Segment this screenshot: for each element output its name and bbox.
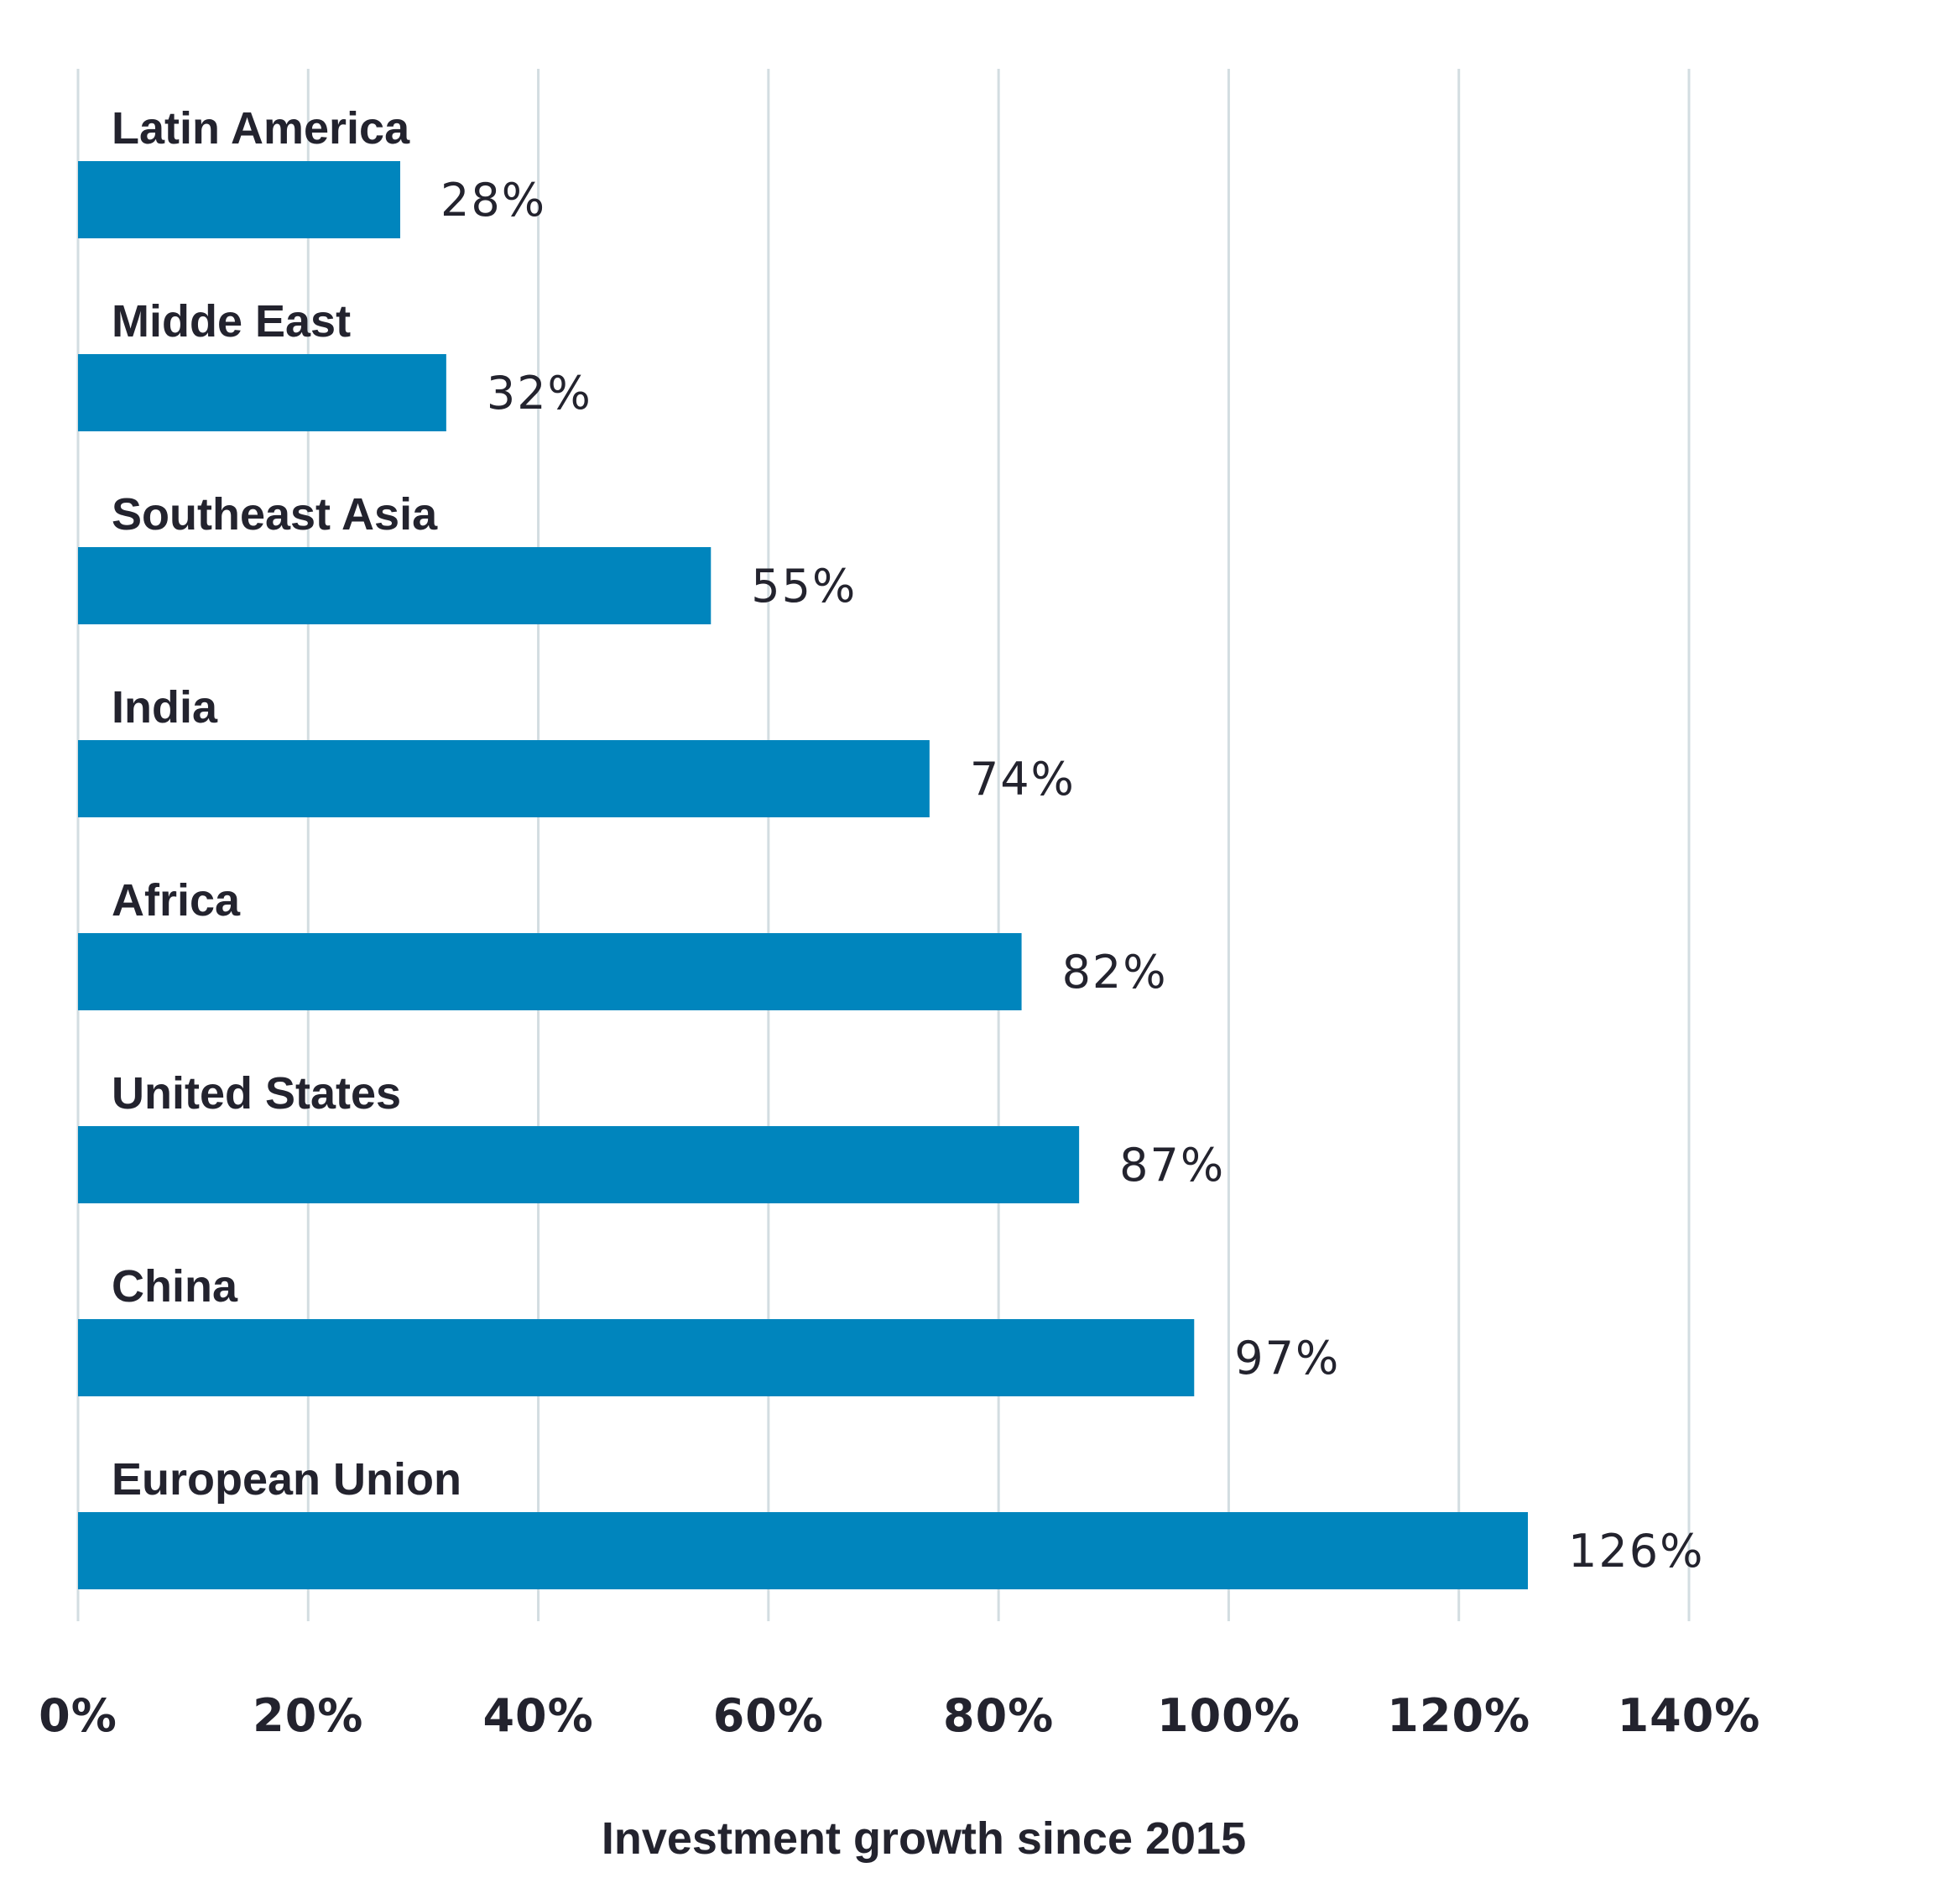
value-label: 126% [1568, 1525, 1704, 1578]
bar [78, 161, 400, 238]
bar [78, 740, 930, 817]
value-labels: 28% 32% 55% 74% 82% 87% 97% 126% [440, 174, 1704, 1578]
x-tick-label: 100% [1157, 1689, 1300, 1742]
value-label: 28% [440, 174, 546, 227]
x-tick-label: 20% [253, 1689, 363, 1742]
category-label: Midde East [112, 296, 351, 347]
category-label: Africa [112, 875, 241, 926]
x-tick-label: 80% [943, 1689, 1054, 1742]
x-tick-label: 40% [482, 1689, 593, 1742]
category-label: China [112, 1261, 238, 1312]
value-label: 97% [1234, 1332, 1340, 1385]
bar [78, 1512, 1528, 1589]
category-label: India [112, 682, 218, 733]
category-label: Southeast Asia [112, 489, 438, 540]
value-label: 74% [970, 753, 1076, 806]
bar [78, 547, 711, 624]
x-axis-title: Investment growth since 2015 [602, 1813, 1246, 1864]
grid-lines [76, 69, 1691, 1621]
value-label: 82% [1062, 946, 1168, 999]
x-tick-label: 140% [1618, 1689, 1761, 1742]
value-label: 87% [1119, 1139, 1225, 1192]
category-label: Latin America [112, 103, 410, 154]
x-tick-label: 0% [39, 1689, 117, 1742]
bar [78, 354, 446, 431]
bar [78, 933, 1022, 1010]
category-label: United States [112, 1068, 401, 1119]
category-label: European Union [112, 1454, 461, 1505]
x-tick-label: 120% [1387, 1689, 1530, 1742]
bar [78, 1319, 1195, 1396]
x-tick-labels: 0% 20% 40% 60% 80% 100% 120% 140% [39, 1689, 1761, 1742]
bars [78, 161, 1528, 1589]
bar [78, 1126, 1080, 1203]
value-label: 55% [751, 560, 857, 613]
x-tick-label: 60% [713, 1689, 824, 1742]
value-label: 32% [487, 367, 592, 420]
category-labels: Latin America Midde East Southeast Asia Ind… [112, 103, 461, 1505]
